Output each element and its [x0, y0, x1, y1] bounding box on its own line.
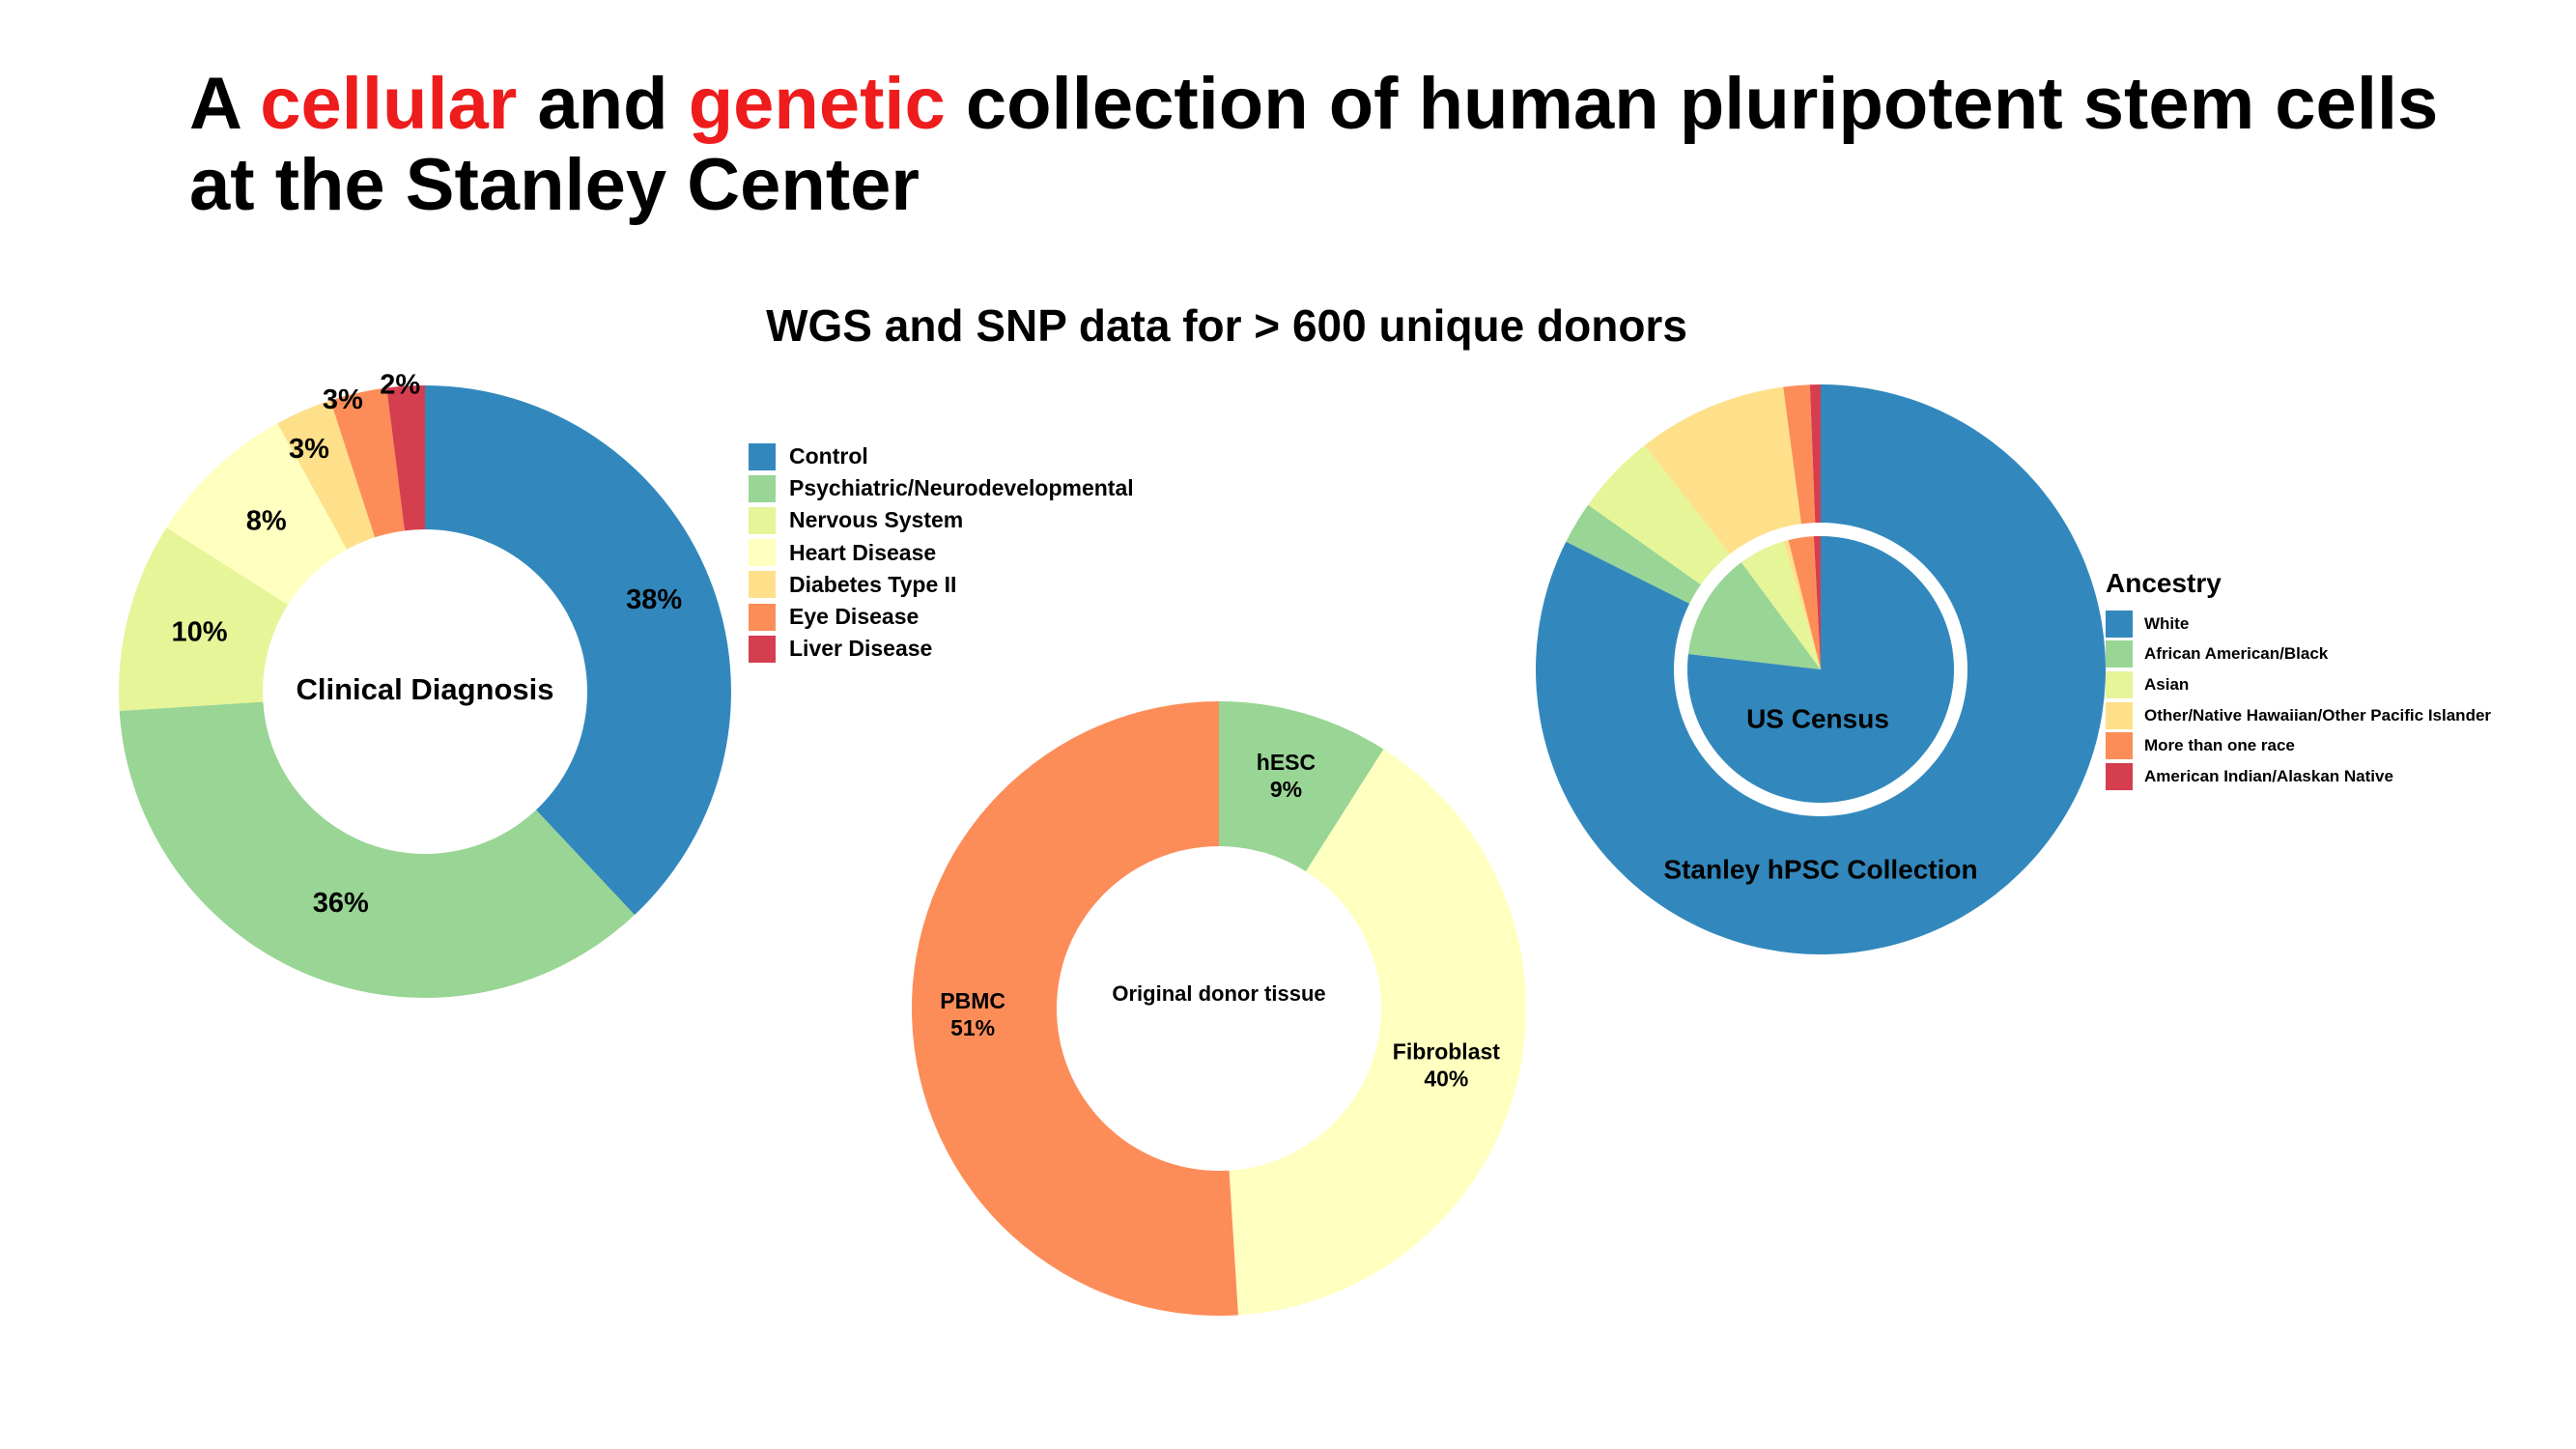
diagnosis-legend-swatch — [749, 635, 776, 663]
diagnosis-data-label-psychiatric-neurodevelopmental: 36% — [313, 888, 369, 919]
tissue-data-label-fibroblast: 40% — [1424, 1066, 1468, 1092]
census-label: US Census — [1746, 703, 1889, 733]
clinical-diagnosis-legend: Control Psychiatric/Neurodevelopmental Ner… — [749, 440, 1134, 665]
tissue-data-label-hesc: 9% — [1270, 777, 1302, 802]
diagnosis-legend-label: Eye Disease — [789, 604, 920, 630]
diagnosis-data-label-nervous-system: 10% — [172, 617, 228, 648]
census-slice-more-than-one-race — [1788, 536, 1821, 669]
diagnosis-legend-item-diabetes-type-ii: Diabetes Type II — [749, 569, 1134, 601]
ancestry-legend-item-more-than-one-race: More than one race — [2106, 730, 2491, 761]
diagnosis-legend-label: Liver Disease — [789, 636, 933, 662]
diagnosis-slice-control — [425, 385, 731, 916]
ancestry-legend-swatch — [2106, 762, 2133, 790]
ancestry-legend-swatch — [2106, 670, 2133, 698]
diagnosis-slice-psychiatric-neurodevelopmental — [119, 701, 636, 999]
ancestry-legend-item-white: White — [2106, 609, 2491, 639]
tissue-data-label-pbmc: 51% — [950, 1015, 995, 1040]
diagnosis-data-label-eye-disease: 3% — [323, 384, 363, 415]
ancestry-legend-label: American Indian/Alaskan Native — [2144, 766, 2393, 785]
ancestry-legend-item-african-american-black: African American/Black — [2106, 639, 2491, 670]
census-slice-other-native-hawaiian-other-pacific-islander — [1783, 540, 1821, 669]
ancestry-legend: Ancestry White African American/Black Asia… — [2106, 568, 2491, 792]
ancestry-legend-title: Ancestry — [2106, 568, 2222, 598]
title-part3: collection of human pluripotent stem cel… — [189, 63, 2439, 226]
diagnosis-slice-nervous-system — [119, 527, 289, 711]
tissue-center-label: Original donor tissue — [1112, 981, 1325, 1006]
diagnosis-data-label-heart-disease: 8% — [246, 506, 287, 537]
diagnosis-legend-label: Nervous System — [789, 507, 964, 533]
ancestry-legend-swatch — [2106, 732, 2133, 760]
title-part1: A — [189, 63, 261, 145]
diagnosis-slice-diabetes-type-ii — [277, 400, 376, 550]
census-slice-white — [1687, 536, 1955, 803]
ancestry-legend-item-other-native-hawaiian-other-pacific-islander: Other/Native Hawaiian/Other Pacific Isla… — [2106, 700, 2491, 731]
diagnosis-legend-item-nervous-system: Nervous System — [749, 504, 1134, 536]
tissue-slice-fibroblast — [1229, 749, 1527, 1316]
tissue-slice-hesc — [1219, 701, 1384, 872]
ancestry-legend-swatch — [2106, 610, 2133, 638]
ancestry-legend-swatch — [2106, 701, 2133, 729]
tissue-category-label-pbmc: PBMC — [940, 988, 1005, 1013]
diagnosis-legend-item-eye-disease: Eye Disease — [749, 601, 1134, 633]
ancestry-legend-swatch — [2106, 640, 2133, 668]
diagnosis-legend-swatch — [749, 603, 776, 631]
page-title: A cellular and genetic collection of hum… — [189, 64, 2507, 226]
diagnosis-legend-swatch — [749, 506, 776, 534]
census-slice-american-indian-alaskan-native — [1813, 536, 1821, 669]
diagnosis-legend-label: Diabetes Type II — [789, 571, 957, 597]
title-part2: and — [517, 63, 689, 145]
diagnosis-legend-item-psychiatric-neurodevelopmental: Psychiatric/Neurodevelopmental — [749, 472, 1134, 504]
diagnosis-legend-swatch — [749, 571, 776, 599]
diagnosis-legend-swatch — [749, 442, 776, 470]
census-slice-asian — [1741, 541, 1821, 669]
diagnosis-data-label-liver-disease: 2% — [380, 369, 420, 400]
ancestry-legend-label: Asian — [2144, 674, 2190, 694]
ancestry-legend-item-american-indian-alaskan-native: American Indian/Alaskan Native — [2106, 761, 2491, 792]
stanley-collection-label: Stanley hPSC Collection — [1663, 854, 1977, 884]
ancestry-legend-label: Other/Native Hawaiian/Other Pacific Isla… — [2144, 705, 2492, 724]
ancestry-legend-label: White — [2144, 613, 2190, 633]
diagnosis-slice-heart-disease — [166, 423, 348, 605]
ancestry-legend-label: African American/Black — [2144, 644, 2329, 664]
chart-subtitle: WGS and SNP data for > 600 unique donors — [766, 300, 1687, 351]
tissue-category-label-fibroblast: Fibroblast — [1393, 1039, 1501, 1065]
diagnosis-slice-liver-disease — [386, 385, 425, 531]
title-highlight-cellular: cellular — [260, 63, 518, 145]
diagnosis-center-label: Clinical Diagnosis — [296, 672, 553, 706]
title-highlight-genetic: genetic — [688, 63, 946, 145]
diagnosis-legend-swatch — [749, 474, 776, 502]
ancestry-legend-item-asian: Asian — [2106, 669, 2491, 700]
diagnosis-legend-label: Control — [789, 443, 868, 469]
diagnosis-slice-eye-disease — [330, 387, 405, 538]
diagnosis-legend-item-heart-disease: Heart Disease — [749, 537, 1134, 569]
diagnosis-legend-item-control: Control — [749, 440, 1134, 472]
diagnosis-data-label-diabetes-type-ii: 3% — [289, 434, 329, 465]
diagnosis-legend-swatch — [749, 539, 776, 567]
diagnosis-data-label-control: 38% — [626, 584, 682, 615]
diagnosis-legend-label: Heart Disease — [789, 539, 937, 565]
ancestry-legend-label: More than one race — [2144, 736, 2295, 755]
census-slice-african-american-black — [1687, 562, 1821, 669]
tissue-slice-pbmc — [911, 701, 1238, 1317]
diagnosis-legend-label: Psychiatric/Neurodevelopmental — [789, 475, 1134, 501]
tissue-category-label-hesc: hESC — [1257, 750, 1316, 775]
diagnosis-legend-item-liver-disease: Liver Disease — [749, 633, 1134, 665]
